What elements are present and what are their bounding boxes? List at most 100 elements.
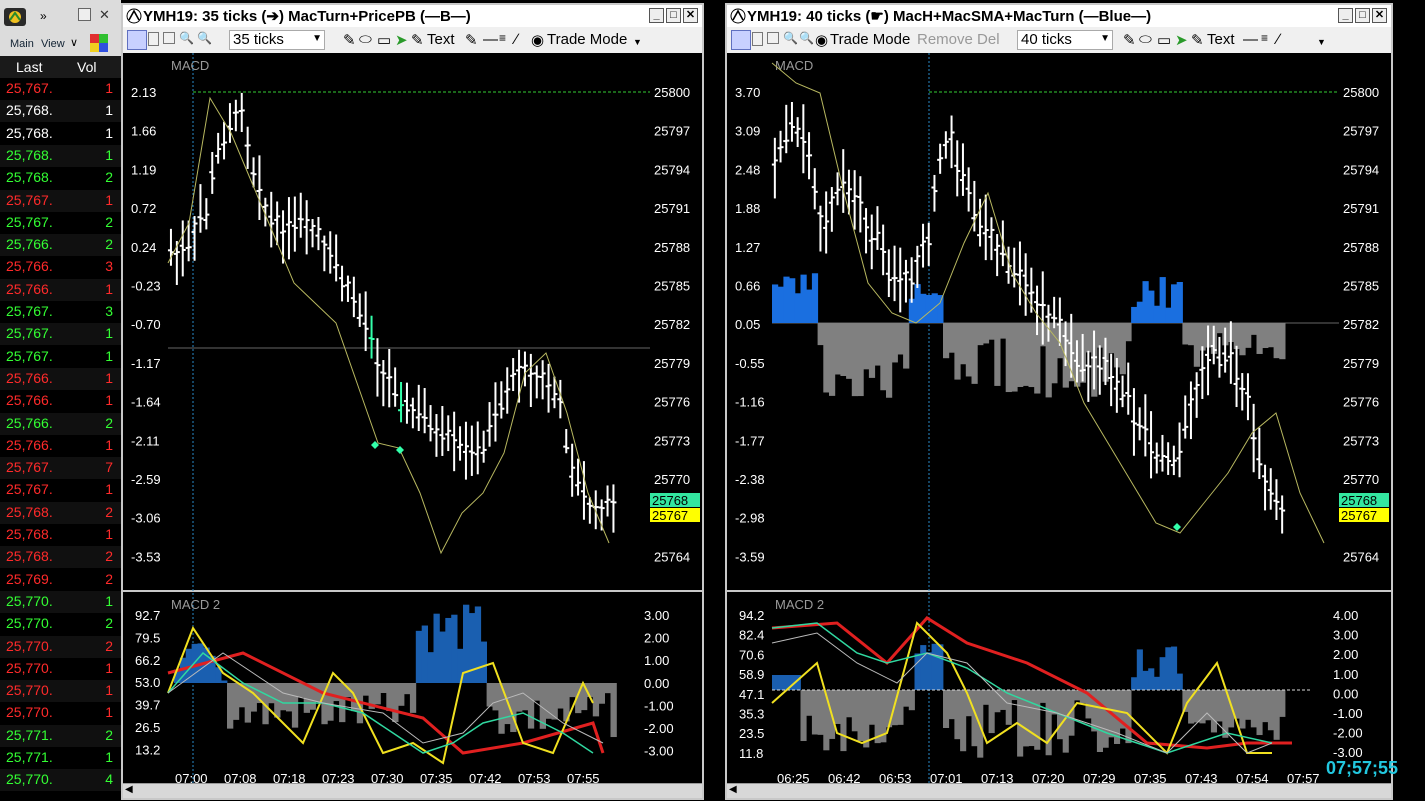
rectangle-tool-icon[interactable]: ▭ bbox=[1157, 32, 1172, 49]
histogram-bar bbox=[1096, 323, 1104, 348]
chart-plot-area[interactable]: MACD 3.70 3.09 2.48 1.88 1.27 0.66 0.05 -0.55 -1.… bbox=[727, 53, 1391, 786]
zoom-out-icon[interactable]: 🔍 bbox=[799, 31, 814, 45]
line-tool-icon[interactable]: — bbox=[483, 31, 498, 48]
macd2-histogram-bar bbox=[468, 613, 476, 683]
arrow-tool-icon[interactable]: ➤ bbox=[1175, 32, 1188, 49]
pencil-icon[interactable]: ✎ bbox=[343, 32, 356, 49]
histogram-bar bbox=[1262, 323, 1269, 349]
color-grid-icon[interactable] bbox=[90, 34, 108, 52]
macd2-histogram-bar bbox=[610, 683, 617, 738]
chart-window-35-ticks[interactable]: YMH19: 35 ticks (➔) MacTurn+PricePB (—B—… bbox=[121, 3, 704, 800]
chart-title-bar[interactable]: YMH19: 40 ticks (☛) MacH+MacSMA+MacTurn … bbox=[727, 5, 1391, 27]
macd2-histogram-bar bbox=[931, 643, 938, 690]
signal-line bbox=[771, 62, 1325, 544]
zoom-in-icon[interactable]: 🔍 bbox=[783, 31, 798, 45]
select-tool-icon[interactable] bbox=[127, 30, 147, 50]
text-tool-button[interactable]: Text bbox=[1207, 31, 1235, 48]
lower-right-axis-tick: -1.00 bbox=[644, 698, 674, 713]
arrow-tool-icon[interactable]: ➤ bbox=[395, 32, 408, 49]
bid-price-box bbox=[1339, 508, 1389, 522]
macd2-histogram-bar bbox=[1096, 690, 1103, 753]
macd2-histogram-bar bbox=[1279, 690, 1286, 717]
macd2-histogram-bar bbox=[1267, 690, 1274, 731]
vol-column-header[interactable]: Vol bbox=[77, 59, 97, 75]
scroll-left-icon[interactable]: ◀ bbox=[729, 784, 737, 795]
menu-view[interactable]: View bbox=[41, 38, 65, 50]
maximize-button[interactable]: □ bbox=[666, 8, 681, 23]
minimize-button[interactable] bbox=[78, 8, 91, 21]
histogram-bar bbox=[1000, 323, 1007, 339]
text-tool-button[interactable]: Text bbox=[427, 31, 455, 48]
list-item: 25,767. 7 bbox=[0, 457, 121, 480]
lower-right-axis-tick: -3.00 bbox=[644, 744, 674, 759]
ellipse-tool-icon[interactable]: ⬭ bbox=[1139, 31, 1152, 48]
minimize-button[interactable]: _ bbox=[649, 8, 664, 23]
turn-marker bbox=[1173, 523, 1181, 531]
trade-volume: 1 bbox=[105, 392, 113, 409]
turn-marker bbox=[371, 441, 379, 449]
trade-price: 25,767. bbox=[6, 80, 53, 96]
scroll-left-icon[interactable]: ◀ bbox=[125, 784, 133, 795]
trade-volume: 1 bbox=[105, 325, 113, 342]
time-and-sales-toolbar: » ✕ Main View ∨ bbox=[0, 0, 121, 57]
toolbar-overflow-icon[interactable]: ▼ bbox=[1317, 37, 1326, 47]
chart-window-40-ticks[interactable]: YMH19: 40 ticks (☛) MacH+MacSMA+MacTurn … bbox=[725, 3, 1393, 800]
horizontal-scrollbar[interactable]: ◀ bbox=[123, 783, 702, 798]
horizontal-scrollbar[interactable]: ◀ bbox=[727, 783, 1391, 798]
page-icon[interactable] bbox=[148, 32, 159, 46]
time-axis-tick: 07:13 bbox=[981, 771, 1014, 786]
note-icon[interactable]: ✎ bbox=[465, 32, 478, 49]
macd2-histogram-bar bbox=[421, 625, 428, 683]
menu-main[interactable]: Main bbox=[10, 38, 34, 50]
close-button[interactable]: ✕ bbox=[99, 7, 110, 22]
macd2-histogram-bar bbox=[516, 683, 523, 712]
minimize-button[interactable]: _ bbox=[1338, 8, 1353, 23]
ellipse-tool-icon[interactable]: ⬭ bbox=[359, 31, 372, 48]
chart-plot-area[interactable]: MACD 2.13 1.66 1.19 0.72 0.24 -0.23 -0.70 -1.17 -… bbox=[123, 53, 702, 786]
trade-mode-button[interactable]: Trade Mode bbox=[547, 31, 628, 48]
app-logo-icon[interactable] bbox=[4, 8, 26, 26]
histogram-bar bbox=[1273, 323, 1280, 359]
interval-dropdown[interactable]: 40 ticks ▼ bbox=[1017, 30, 1113, 50]
properties-icon[interactable] bbox=[163, 32, 175, 44]
expand-icon[interactable]: » bbox=[40, 9, 47, 23]
time-and-sales-panel: » ✕ Main View ∨ Last Vol 25,767. 1 25,768.… bbox=[0, 0, 121, 801]
chevron-down-icon[interactable]: ∨ bbox=[70, 37, 79, 49]
trade-mode-icon[interactable]: ◉ bbox=[531, 32, 545, 49]
page-icon[interactable] bbox=[752, 32, 763, 46]
fib-tool-icon[interactable]: ≡ bbox=[499, 31, 507, 45]
close-button[interactable]: ✕ bbox=[683, 8, 698, 23]
toolbar-overflow-icon[interactable]: ▼ bbox=[633, 37, 642, 47]
remove-del-button[interactable]: Remove Del bbox=[917, 31, 1000, 48]
histogram-bar bbox=[1085, 323, 1092, 353]
list-item: 25,768. 2 bbox=[0, 546, 121, 569]
right-axis-tick: 25770 bbox=[1343, 472, 1379, 487]
select-tool-icon[interactable] bbox=[731, 30, 751, 50]
close-button[interactable]: ✕ bbox=[1372, 8, 1387, 23]
fib-tool-icon[interactable]: ≡ bbox=[1261, 31, 1269, 45]
interval-dropdown[interactable]: 35 ticks ▼ bbox=[229, 30, 325, 50]
trendline-tool-icon[interactable]: ∕ bbox=[1277, 31, 1280, 48]
chart-title-bar[interactable]: YMH19: 35 ticks (➔) MacTurn+PricePB (—B—… bbox=[123, 5, 702, 27]
rectangle-tool-icon[interactable]: ▭ bbox=[377, 32, 392, 49]
text-tool-icon[interactable]: ✎ bbox=[1191, 32, 1204, 49]
pencil-icon[interactable]: ✎ bbox=[1123, 32, 1136, 49]
text-tool-icon[interactable]: ✎ bbox=[411, 32, 424, 49]
last-column-header[interactable]: Last bbox=[16, 59, 43, 75]
histogram-bar bbox=[943, 323, 950, 359]
macd2-histogram-bar bbox=[327, 683, 334, 721]
zoom-out-icon[interactable]: 🔍 bbox=[197, 31, 212, 45]
trendline-tool-icon[interactable]: ∕ bbox=[515, 31, 518, 48]
trade-mode-button[interactable]: Trade Mode bbox=[830, 31, 911, 48]
macd2-histogram-bar bbox=[539, 683, 546, 729]
macd2-histogram-bar bbox=[1022, 690, 1029, 747]
right-axis-tick: 25764 bbox=[654, 549, 690, 564]
histogram-bar bbox=[886, 323, 893, 398]
histogram-bar bbox=[1051, 323, 1058, 384]
trade-mode-icon[interactable]: ◉ bbox=[815, 32, 829, 49]
maximize-button[interactable]: □ bbox=[1355, 8, 1370, 23]
zoom-in-icon[interactable]: 🔍 bbox=[179, 31, 194, 45]
properties-icon[interactable] bbox=[767, 32, 779, 44]
line-tool-icon[interactable]: — bbox=[1243, 31, 1258, 48]
trade-price: 25,767. bbox=[6, 303, 53, 319]
